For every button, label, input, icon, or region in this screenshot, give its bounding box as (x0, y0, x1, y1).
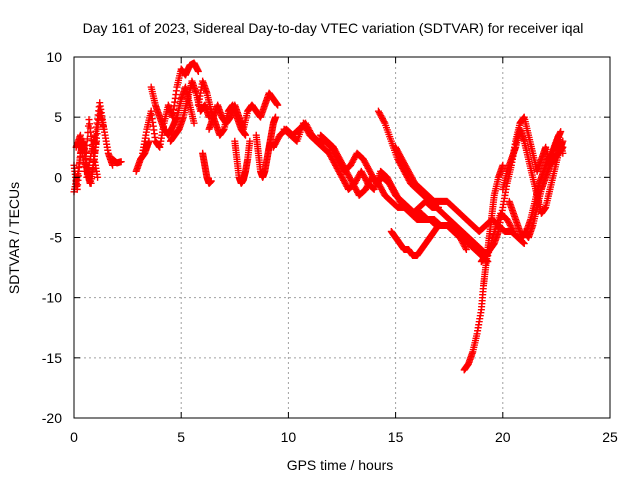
y-tick-label: -15 (42, 350, 62, 366)
data-point (100, 125, 108, 133)
data-point (462, 244, 470, 252)
data-point (274, 101, 282, 109)
series-trace-descending-2 (392, 143, 528, 248)
data-point (519, 239, 527, 247)
series-trace-steep-drop (460, 161, 507, 374)
data-point (499, 161, 507, 169)
series-trace-morning-1 (139, 59, 202, 157)
data-point (292, 136, 300, 144)
data-point (380, 118, 388, 126)
data-point (557, 128, 565, 136)
x-tick-label: 5 (177, 429, 185, 445)
data-point (272, 113, 280, 121)
data-point (83, 135, 91, 143)
data-point (246, 137, 254, 145)
x-tick-label: 20 (495, 429, 511, 445)
x-axis-ticks: 0 5 10 15 20 25 (70, 57, 618, 445)
y-tick-label: -10 (42, 290, 62, 306)
series-trace-bottom-1 (387, 221, 442, 260)
x-tick-label: 15 (388, 429, 404, 445)
series-trace-late-4 (505, 128, 565, 241)
data-point (242, 131, 250, 139)
series-trace-early-4 (70, 137, 101, 193)
x-tick-label: 0 (70, 429, 78, 445)
data-point (559, 137, 567, 145)
data-point (94, 173, 102, 181)
data-point (117, 158, 125, 166)
y-axis-ticks: -20 -15 -10 -5 0 5 10 (42, 49, 610, 426)
series-trace-morning-2 (147, 83, 198, 139)
y-tick-label: -20 (42, 410, 62, 426)
data-point (194, 67, 202, 75)
x-tick-label: 25 (602, 429, 618, 445)
series-trace-midday-2 (205, 89, 282, 133)
data-points (70, 59, 567, 374)
x-tick-label: 10 (281, 429, 297, 445)
data-point (520, 240, 528, 248)
chart-title: Day 161 of 2023, Sidereal Day-to-day VTE… (83, 20, 584, 36)
data-point (369, 185, 377, 193)
series-trace-dip-1 (231, 137, 254, 187)
data-point (559, 143, 567, 151)
data-point (207, 177, 215, 185)
series-trace-short-1 (109, 155, 125, 167)
y-tick-label: 5 (54, 109, 62, 125)
y-tick-label: 10 (46, 49, 62, 65)
data-point (462, 246, 470, 254)
y-tick-label: -5 (50, 230, 63, 246)
series-trace-midday-3 (199, 149, 215, 187)
series-trace-dip-2 (252, 113, 280, 181)
y-tick-label: 0 (54, 169, 62, 185)
data-point (190, 119, 198, 127)
data-point (434, 221, 442, 229)
data-point (93, 137, 101, 145)
y-axis-label: SDTVAR / TECUs (6, 182, 22, 294)
x-axis-label: GPS time / hours (287, 457, 394, 473)
series-trace-afternoon-2 (280, 119, 442, 217)
